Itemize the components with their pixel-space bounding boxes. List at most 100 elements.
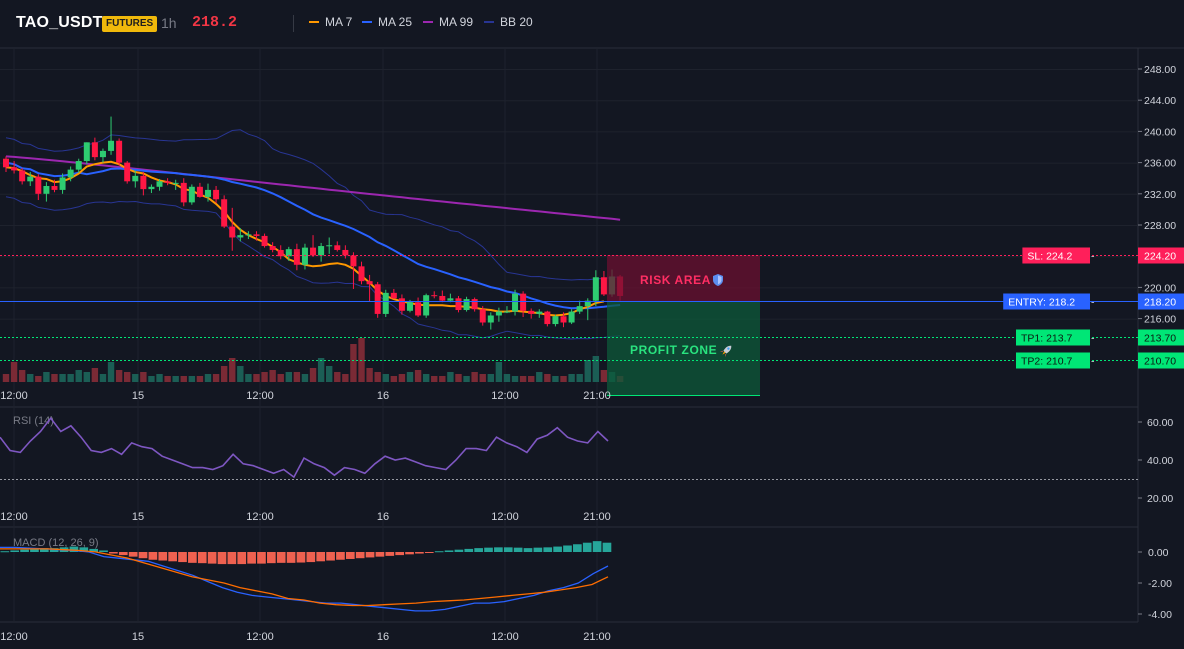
volume-bar	[536, 372, 543, 382]
ma99-line	[5, 155, 621, 221]
entry-tag-dash: -	[1091, 297, 1095, 309]
price-tick-label: 248.00	[1144, 64, 1176, 76]
macd-histogram-bar	[543, 547, 553, 552]
timeframe-selector[interactable]: 1h	[161, 15, 177, 31]
volume-bar	[172, 376, 179, 382]
candle-body	[132, 175, 139, 182]
volume-bar	[83, 372, 90, 382]
candle-body	[568, 311, 575, 323]
volume-bars	[2, 338, 624, 382]
tp2-line-tag	[1016, 352, 1090, 369]
macd-histogram-bar	[20, 549, 29, 552]
candle-body	[99, 150, 106, 158]
candle-body	[495, 311, 502, 316]
volume-bar	[107, 362, 115, 382]
futures-badge: FUTURES	[102, 16, 158, 32]
time-label: 16	[377, 390, 389, 402]
macd-histogram-bar	[178, 552, 187, 563]
macd-histogram-bar	[109, 552, 118, 554]
volume-bar	[188, 376, 196, 382]
legend-ma25[interactable]: MA 25	[362, 15, 412, 29]
time-axis-main[interactable]: 12:00 15 12:00 16 12:00 21:00	[0, 390, 611, 402]
macd-pane	[0, 541, 612, 612]
legend-ma7[interactable]: MA 7	[309, 15, 352, 29]
volume-bar	[99, 374, 107, 382]
volume-bar	[422, 374, 430, 382]
price-tick-label: 216.00	[1144, 314, 1176, 326]
volume-bar	[27, 374, 34, 382]
macd-histogram-bar	[158, 552, 168, 561]
candle-body	[19, 170, 26, 182]
grid	[0, 48, 1138, 622]
candle-body	[301, 247, 308, 265]
time-label: 15	[132, 390, 144, 402]
volume-bar	[277, 374, 284, 382]
legend-bb20-swatch	[484, 21, 494, 23]
level-tags: SL: 224.2 224.20 - ENTRY: 218.2 218.20 - TP1: …	[1003, 247, 1184, 369]
macd-title[interactable]: MACD (12, 26, 9)	[13, 537, 99, 549]
volume-bar	[91, 368, 99, 382]
candle-body	[447, 298, 454, 301]
volume-bar	[253, 374, 260, 382]
volume-bar	[334, 372, 341, 382]
volume-bar	[132, 374, 139, 382]
volume-bar	[269, 370, 276, 382]
volume-bar	[519, 376, 527, 382]
candle-body	[503, 311, 510, 313]
tp1-axis-tag	[1138, 329, 1184, 346]
macd-histogram-bar	[464, 548, 474, 552]
macd-histogram-bar	[188, 552, 197, 563]
volume-bar	[317, 358, 325, 382]
macd-axis[interactable]: 0.00 -2.00 -4.00	[1138, 547, 1172, 621]
risk-area-label: RISK AREA	[640, 273, 711, 287]
legend-bb20[interactable]: BB 20	[484, 15, 533, 29]
volume-bar	[293, 372, 301, 382]
volume-bar	[10, 362, 18, 382]
candle-body	[67, 169, 74, 178]
candle-body	[51, 186, 58, 190]
candle-body	[253, 234, 260, 236]
macd-histogram-bar	[494, 547, 503, 552]
price-axis[interactable]: 248.00 244.00 240.00 236.00 232.00 228.00 224.…	[1138, 64, 1176, 326]
candle-body	[75, 161, 82, 170]
time-axis-macd: 12:00 15 12:00 16 12:00 21:00	[0, 631, 611, 643]
volume-bar	[180, 376, 187, 382]
candle-body	[164, 181, 171, 183]
time-label: 21:00	[583, 511, 611, 523]
time-label: 12:00	[491, 511, 519, 523]
rsi-axis[interactable]: 60.00 40.00 20.00	[1138, 417, 1173, 505]
candle-body	[172, 182, 179, 184]
macd-histogram-bar	[217, 552, 227, 565]
macd-histogram-bar	[237, 552, 247, 565]
candle-body	[512, 293, 519, 312]
legend-ma99[interactable]: MA 99	[423, 15, 473, 29]
time-label: 12:00	[491, 631, 519, 643]
profit-zone[interactable]	[607, 302, 760, 396]
volume-bar	[75, 370, 82, 382]
macd-histogram-bar	[503, 547, 513, 552]
tp2-axis-label: 210.70	[1144, 356, 1176, 368]
macd-histogram-bar	[454, 549, 464, 552]
candle-body	[293, 249, 300, 265]
candle-body	[43, 186, 50, 194]
legend-ma25-swatch	[362, 21, 372, 23]
legend-ma25-label: MA 25	[378, 15, 413, 29]
macd-histogram-bar	[415, 552, 424, 554]
volume-bar	[2, 374, 10, 382]
candle-body	[487, 315, 494, 323]
volume-bar	[568, 374, 575, 382]
macd-histogram-bar	[395, 552, 405, 556]
candle-body	[180, 182, 187, 203]
symbol-title[interactable]: TAO_USDT	[16, 14, 103, 31]
legend-ma99-swatch	[423, 21, 433, 23]
volume-bar	[245, 374, 252, 382]
candle-body	[407, 302, 413, 311]
rsi-title[interactable]: RSI (14)	[13, 415, 54, 427]
risk-area-zone[interactable]	[607, 255, 760, 302]
candle-body	[536, 311, 543, 314]
volume-bar	[592, 356, 600, 382]
macd-histogram-bar	[69, 546, 79, 552]
time-label: 12:00	[0, 511, 28, 523]
candle-body	[560, 316, 567, 323]
